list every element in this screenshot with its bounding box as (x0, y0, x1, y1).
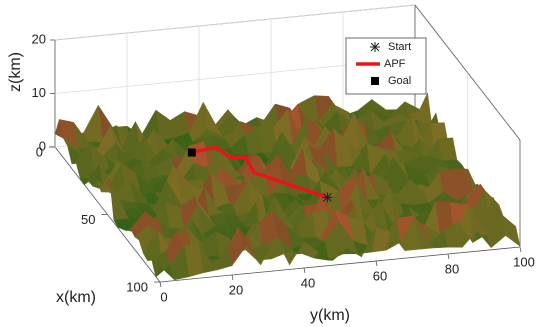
legend-label: Start (388, 41, 411, 53)
y-tick (231, 274, 234, 281)
y-tick (303, 267, 306, 274)
y-axis-label: y(km) (310, 307, 350, 324)
legend-swatch (371, 77, 379, 85)
grid-line (54, 4, 416, 41)
y-tick-label: 20 (229, 282, 243, 297)
y-tick (159, 281, 162, 288)
goal-marker (187, 148, 196, 157)
x-tick-label: 100 (126, 279, 148, 294)
y-tick (447, 253, 450, 260)
z-tick-label: 20 (32, 31, 46, 46)
legend: Start APF Goal (345, 37, 427, 95)
y-tick-label: 0 (160, 289, 167, 304)
y-tick (375, 260, 378, 267)
y-tick-label: 80 (445, 261, 459, 276)
legend-swatch (370, 42, 380, 52)
y-tick (519, 246, 522, 253)
x-tick-label: 0 (36, 144, 43, 159)
path-line (191, 145, 328, 200)
y-tick-label: 40 (301, 275, 315, 290)
overlay (187, 145, 333, 203)
axis-edge (159, 246, 521, 283)
start-marker (322, 192, 333, 203)
z-tick-label: 0 (39, 138, 46, 153)
x-axis-label: x(km) (56, 289, 96, 306)
z-tick-label: 10 (32, 85, 46, 100)
legend-label: APF (384, 58, 406, 70)
legend-box (345, 37, 427, 95)
terrain-face (155, 264, 175, 281)
legend-label: Goal (388, 75, 411, 87)
terrain (54, 92, 521, 281)
x-tick-label: 50 (81, 212, 95, 227)
y-tick-label: 60 (373, 268, 387, 283)
y-tick-label: 100 (513, 254, 535, 269)
z-axis-label: z(km) (7, 52, 24, 92)
